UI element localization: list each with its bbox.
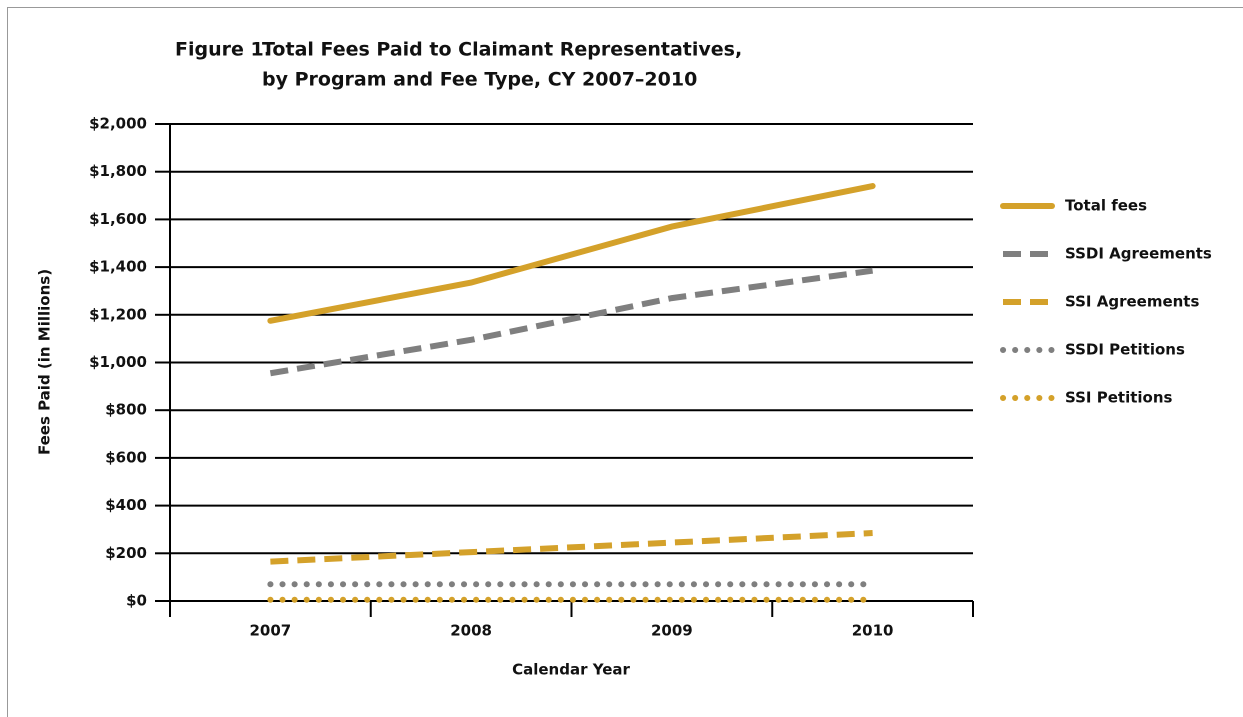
x-tick-label: 2009	[651, 622, 693, 640]
figure-label: Figure 1.	[175, 39, 271, 61]
chart-title: Total Fees Paid to Claimant Representati…	[262, 39, 742, 61]
x-tick-label: 2010	[852, 622, 894, 640]
y-tick-label: $800	[105, 401, 147, 419]
series-line	[269, 267, 874, 377]
y-tick-label: $1,000	[89, 353, 147, 371]
y-tick-label: $1,200	[89, 305, 147, 323]
legend-label: SSDI Petitions	[1065, 341, 1185, 359]
legend-label: SSI Petitions	[1065, 389, 1173, 407]
legend-label: SSI Agreements	[1065, 293, 1199, 311]
series-line	[267, 183, 876, 324]
y-tick-label: $1,800	[89, 162, 147, 180]
x-tick-label: 2007	[250, 622, 292, 640]
series-line	[270, 530, 873, 565]
y-tick-label: $1,600	[89, 210, 147, 228]
x-axis-label: Calendar Year	[512, 661, 630, 679]
chart-title: by Program and Fee Type, CY 2007–2010	[262, 69, 697, 91]
legend-label: SSDI Agreements	[1065, 245, 1212, 263]
y-tick-label: $600	[105, 448, 147, 466]
y-tick-label: $2,000	[89, 115, 147, 133]
frame	[7, 7, 1243, 717]
y-tick-label: $200	[105, 544, 147, 562]
y-tick-label: $0	[126, 592, 147, 610]
y-tick-label: $400	[105, 496, 147, 514]
y-tick-label: $1,400	[89, 258, 147, 276]
x-tick-label: 2008	[450, 622, 492, 640]
y-axis-label: Fees Paid (in Millions)	[36, 269, 54, 455]
legend-label: Total fees	[1065, 197, 1147, 215]
